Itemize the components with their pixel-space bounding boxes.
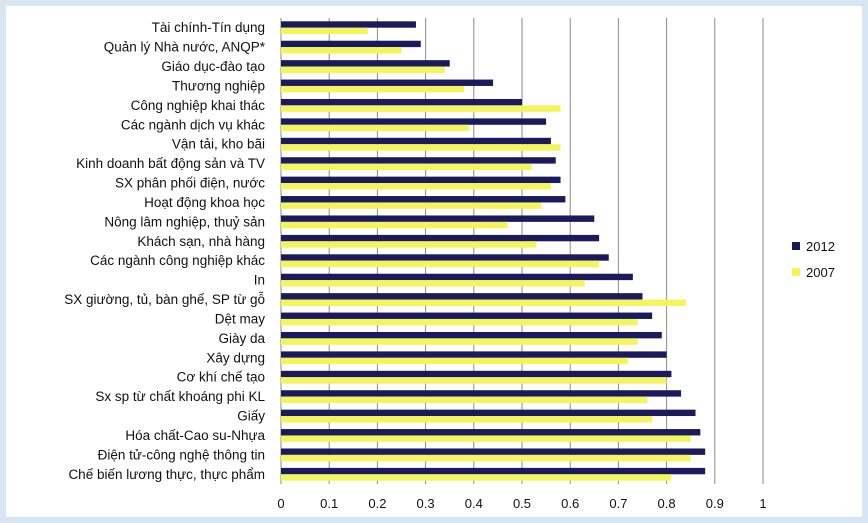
bar-2007 xyxy=(281,357,629,365)
bar-2007 xyxy=(281,338,638,345)
bar-2012 xyxy=(281,21,416,28)
category-label: Nông lâm nghiệp, thuỷ sản xyxy=(104,214,265,229)
x-tick-label: 0.3 xyxy=(417,496,435,511)
legend-swatch-2007 xyxy=(792,268,800,276)
category-label: Các ngành công nghiệp khác xyxy=(90,253,265,268)
bar-2007 xyxy=(281,280,585,287)
bar-2007 xyxy=(281,377,667,384)
x-tick-labels: 0 0.1 0.2 0.3 0.4 0.5 0.6 0.7 0.8 0.9 1 xyxy=(277,496,766,511)
bar-2007 xyxy=(281,47,402,54)
category-label: Các ngành dịch vụ khác xyxy=(121,117,265,132)
x-tick-label: 0.8 xyxy=(658,496,676,511)
bar-2007 xyxy=(281,27,368,35)
chart-frame: Tài chính-Tín dụng Quản lý Nhà nước, ANQP… xyxy=(6,6,862,517)
bar-2007 xyxy=(281,85,465,93)
bar-2012 xyxy=(281,409,696,417)
category-label: Tài chính-Tín dụng xyxy=(152,20,265,35)
category-label: Giày da xyxy=(218,331,265,346)
x-tick-label: 0.7 xyxy=(609,496,627,511)
bar-2012 xyxy=(281,293,643,300)
legend-label: 2012 xyxy=(806,239,835,254)
gridlines xyxy=(280,18,764,484)
bar-2007 xyxy=(281,221,508,229)
bar-2012 xyxy=(281,331,662,339)
category-label: Vận tải, kho bãi xyxy=(172,137,265,152)
bar-2012 xyxy=(281,429,701,436)
category-label: SX phân phối điện, nước xyxy=(115,176,265,191)
bar-2007 xyxy=(281,202,542,209)
legend-swatch-2012 xyxy=(792,242,800,250)
bar-2012 xyxy=(281,254,609,261)
category-label: Chế biến lương thực, thực phẩm xyxy=(68,467,265,482)
bar-2007 xyxy=(281,144,561,151)
bar-2012 xyxy=(281,98,522,106)
bar-2012 xyxy=(281,273,633,281)
bar-2012 xyxy=(281,137,551,145)
category-label: Công nghiệp khai thác xyxy=(131,98,266,113)
bar-2012 xyxy=(281,40,421,48)
x-tick-label: 0.1 xyxy=(320,496,338,511)
category-label: Thương nghiệp xyxy=(172,78,265,93)
bar-2012 xyxy=(281,79,494,86)
bars xyxy=(281,21,706,481)
category-label: Giáo dục-đào tạo xyxy=(161,59,265,74)
bar-2012 xyxy=(281,157,556,164)
bar-2007 xyxy=(281,318,638,326)
bar-2007 xyxy=(281,260,600,268)
x-tick-label: 1 xyxy=(759,496,766,511)
bar-2012 xyxy=(281,467,706,475)
x-tick-label: 0.5 xyxy=(513,496,531,511)
category-label: Sx sp từ chất khoáng phi KL xyxy=(95,389,265,404)
bar-2012 xyxy=(281,370,672,378)
category-labels: Tài chính-Tín dụng Quản lý Nhà nước, ANQP… xyxy=(64,20,266,482)
bar-2012 xyxy=(281,60,450,67)
category-label: In xyxy=(254,273,265,288)
bar-2007 xyxy=(281,435,691,442)
x-tick-label: 0.4 xyxy=(465,496,483,511)
category-label: Quản lý Nhà nước, ANQP* xyxy=(104,40,266,55)
category-label: Xây dựng xyxy=(206,350,265,365)
x-tick-label: 0 xyxy=(277,496,284,511)
category-label: Cơ khí chế tạo xyxy=(177,370,265,385)
x-tick-label: 0.9 xyxy=(706,496,724,511)
x-tick-label: 0.2 xyxy=(368,496,386,511)
bar-2007 xyxy=(281,299,686,306)
bar-2007 xyxy=(281,474,672,481)
category-label: Hóa chất-Cao su-Nhựa xyxy=(125,428,265,443)
bar-2012 xyxy=(281,196,566,203)
category-label: Điện tử-công nghệ thông tin xyxy=(98,447,265,462)
bar-2007 xyxy=(281,163,532,171)
bar-2012 xyxy=(281,118,547,125)
bar-2007 xyxy=(281,183,551,190)
category-label: Dệt may xyxy=(215,311,266,326)
bar-2012 xyxy=(281,351,667,358)
category-label: SX giường, tủ, bàn ghế, SP từ gỗ xyxy=(64,292,265,307)
bar-2007 xyxy=(281,241,537,248)
x-tick-label: 0.6 xyxy=(561,496,579,511)
category-label: Giấy xyxy=(237,409,265,424)
bar-chart: Tài chính-Tín dụng Quản lý Nhà nước, ANQP… xyxy=(64,18,835,511)
category-label: Hoạt động khoa học xyxy=(144,195,265,210)
bar-2012 xyxy=(281,312,653,319)
bar-2012 xyxy=(281,176,561,184)
category-label: Khách sạn, nhà hàng xyxy=(137,234,265,249)
bar-2007 xyxy=(281,396,648,404)
category-label: Kinh doanh bất động sản và TV xyxy=(76,156,265,171)
bar-2012 xyxy=(281,390,682,397)
legend: 2012 2007 xyxy=(792,239,835,280)
bar-2012 xyxy=(281,448,706,455)
bar-2007 xyxy=(281,124,469,132)
bar-2012 xyxy=(281,215,595,222)
bar-2007 xyxy=(281,454,691,462)
bar-2007 xyxy=(281,66,445,73)
bar-2007 xyxy=(281,105,561,112)
bar-2012 xyxy=(281,234,600,242)
legend-label: 2007 xyxy=(806,265,835,280)
bar-2007 xyxy=(281,416,653,423)
